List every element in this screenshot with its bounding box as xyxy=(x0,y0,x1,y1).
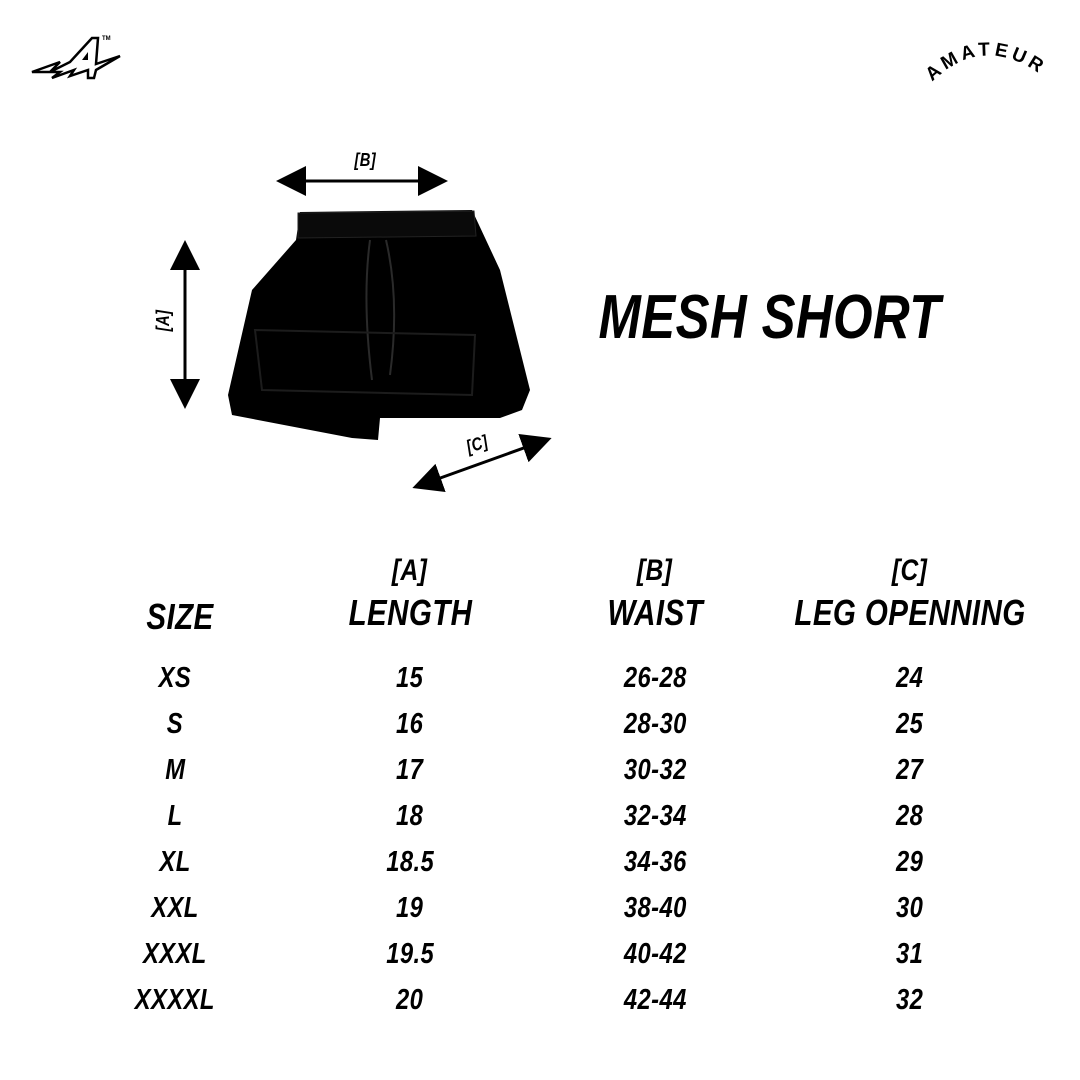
table-cell: 38-40 xyxy=(623,892,687,924)
product-title-text: MESH SHORT xyxy=(598,283,942,352)
table-cell: 31 xyxy=(896,938,924,970)
svg-text:AMATEUR: AMATEUR xyxy=(922,39,1051,85)
table-cell: 28-30 xyxy=(623,708,687,740)
brand-logo: TM xyxy=(31,36,121,80)
table-cell: 17 xyxy=(396,754,424,786)
table-cell: 32-34 xyxy=(623,800,687,832)
table-cell: 19.5 xyxy=(386,938,434,970)
brand-wordmark: AMATEUR xyxy=(922,39,1051,85)
column-header-key: [A] xyxy=(392,554,428,587)
table-cell: 18 xyxy=(396,800,424,832)
table-cell: 24 xyxy=(896,662,924,694)
svg-text:TM: TM xyxy=(102,36,111,42)
table-cell: 25 xyxy=(896,708,924,740)
table-cell: 20 xyxy=(396,984,424,1016)
label-b: [B] xyxy=(354,150,377,170)
table-cell: 28 xyxy=(896,800,924,832)
column-header-key: [C] xyxy=(892,554,928,587)
table-cell: 30-32 xyxy=(623,754,687,786)
table-cell: 18.5 xyxy=(386,846,434,878)
label-a: [A] xyxy=(152,309,173,332)
table-cell: XXXXL xyxy=(134,984,216,1016)
table-cell: L xyxy=(167,800,183,832)
table-cell: S xyxy=(166,708,184,740)
table-cell: 27 xyxy=(896,754,924,786)
table-cell: 29 xyxy=(896,846,924,878)
table-cell: 32 xyxy=(896,984,924,1016)
table-cell: M xyxy=(164,754,186,786)
product-title: MESH SHORT xyxy=(560,282,980,353)
table-cell: 42-44 xyxy=(623,984,687,1016)
column-header: WAIST xyxy=(607,592,703,633)
table-cell: XL xyxy=(159,846,191,878)
table-cell: XXXL xyxy=(143,938,207,970)
table-cell: 40-42 xyxy=(623,938,687,970)
table-cell: 19 xyxy=(396,892,424,924)
table-cell: 34-36 xyxy=(623,846,687,878)
column-header: SIZE xyxy=(146,596,214,637)
table-cell: XS xyxy=(158,662,192,694)
table-cell: 26-28 xyxy=(623,662,687,694)
table-cell: XXL xyxy=(151,892,199,924)
column-header: LENGTH xyxy=(348,592,472,633)
shorts-diagram xyxy=(170,166,552,492)
column-header-key: [B] xyxy=(637,554,673,587)
table-cell: 16 xyxy=(396,708,424,740)
arrow-c xyxy=(412,434,552,492)
table-cell: 15 xyxy=(396,662,424,694)
column-header: LEG OPENNING xyxy=(794,592,1026,633)
table-cell: 30 xyxy=(896,892,924,924)
